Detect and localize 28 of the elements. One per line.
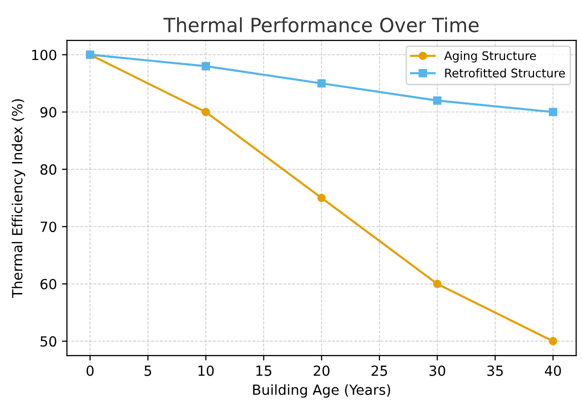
x-tick-label: 35: [487, 365, 503, 376]
chart-title: Thermal Performance Over Time: [163, 17, 479, 32]
x-tick-label: 0: [86, 365, 94, 376]
point: [317, 194, 326, 202]
point: [202, 62, 210, 70]
legend-label: Aging Structure: [444, 51, 536, 62]
point: [433, 280, 442, 288]
y-tick-label: 50: [40, 336, 56, 347]
y-tick-label: 90: [40, 106, 56, 118]
y-axis-title: Thermal Efficiency Index (%): [12, 99, 26, 298]
point: [433, 96, 442, 105]
y-tick-label: 80: [40, 164, 56, 175]
y-tick-label: 60: [40, 278, 56, 290]
x-tick-label: 30: [430, 365, 446, 376]
x-tick-label: 40: [544, 365, 561, 376]
x-tick-label: 15: [256, 366, 272, 376]
point: [202, 108, 210, 116]
point: [317, 79, 326, 88]
x-tick-label: 25: [372, 365, 388, 376]
x-axis-title: Building Age (Years): [253, 384, 390, 398]
x-tick-label: 5: [144, 366, 152, 376]
y-tick-label: 100: [32, 50, 56, 60]
point: [548, 337, 558, 346]
x-tick-label: 20: [314, 365, 330, 376]
legend-label: Retrofitted Structure: [445, 68, 565, 78]
x-tick-label: 10: [198, 365, 214, 376]
point: [548, 108, 558, 116]
y-tick-label: 70: [40, 222, 56, 232]
